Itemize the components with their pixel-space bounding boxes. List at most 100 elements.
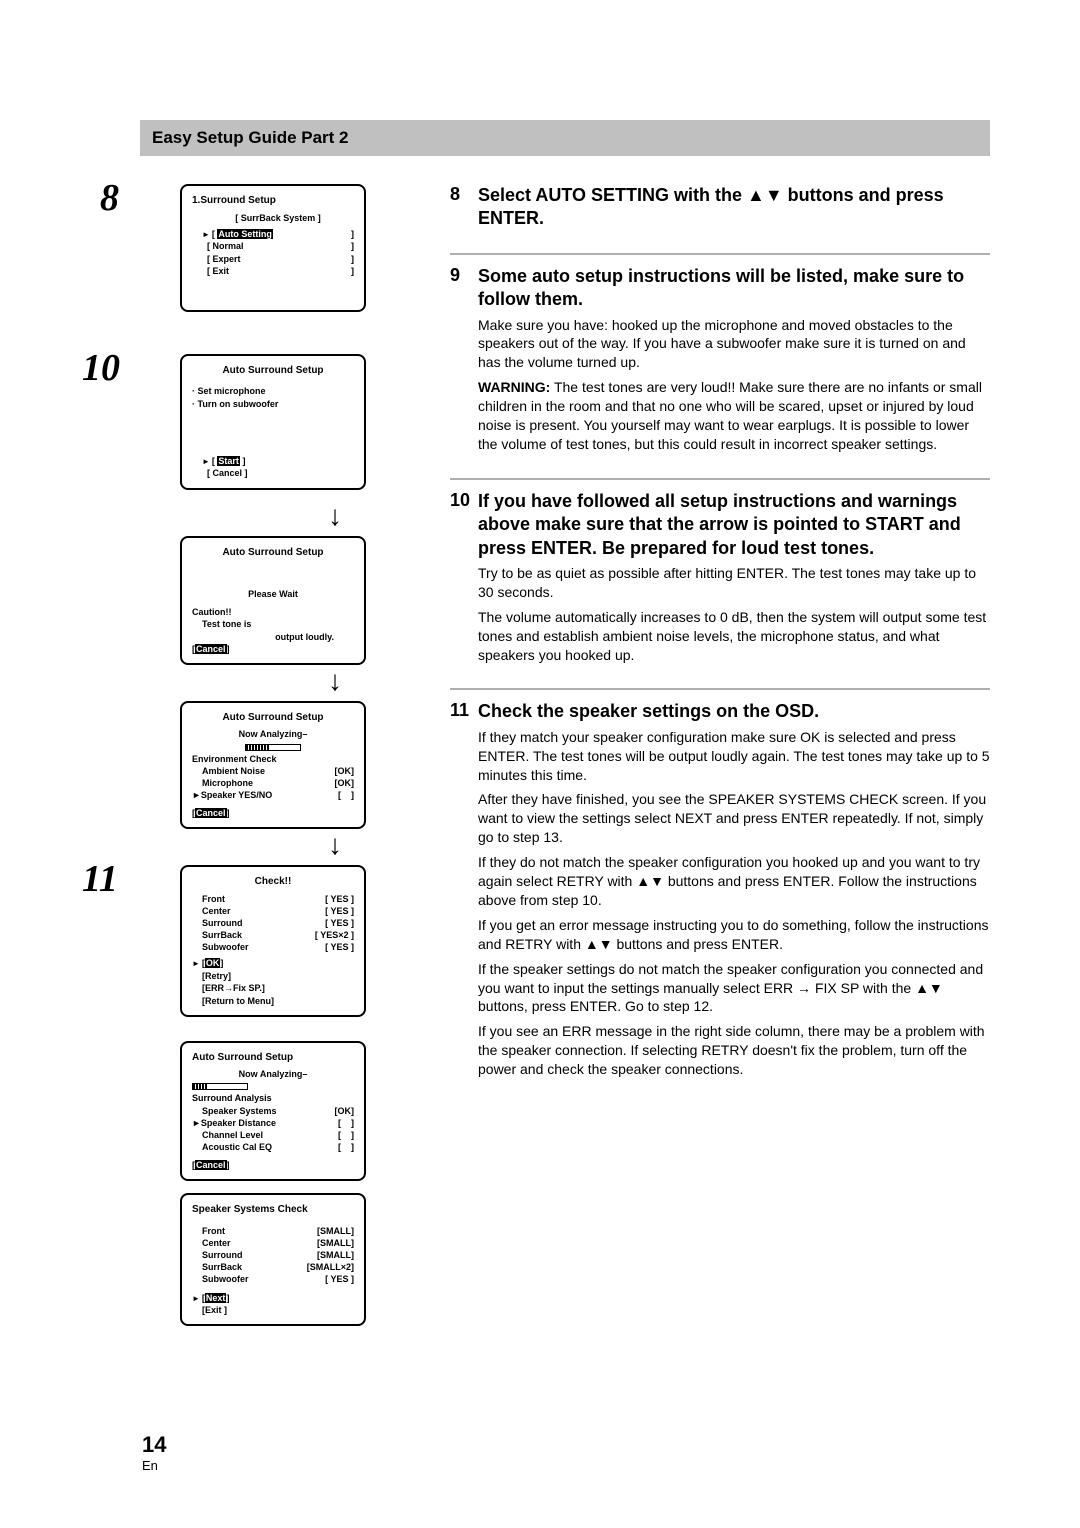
row-value: [ ] bbox=[338, 1117, 354, 1129]
step-title: Select AUTO SETTING with the ▲▼ buttons … bbox=[478, 184, 990, 231]
step-number: 8 bbox=[450, 184, 478, 235]
step-11: 11 Check the speaker settings on the OSD… bbox=[450, 700, 990, 1085]
caution-label: Caution!! bbox=[192, 606, 354, 618]
osd-auto-setup-2: Auto Surround Setup Please Wait Caution!… bbox=[180, 536, 366, 665]
retry-option[interactable]: [Retry] bbox=[192, 970, 354, 982]
row-label: SurrBack bbox=[202, 1261, 242, 1273]
menu-expert[interactable]: Expert bbox=[213, 254, 241, 264]
step-10-number: 10 bbox=[82, 346, 120, 390]
row-value: [OK] bbox=[335, 765, 355, 777]
step-11-number: 11 bbox=[82, 857, 118, 901]
start-button[interactable]: Start bbox=[217, 456, 240, 466]
row-label: Microphone bbox=[202, 777, 253, 789]
osd-auto-setup-1: Auto Surround Setup · Set microphone · T… bbox=[180, 354, 366, 490]
osd-title: Auto Surround Setup bbox=[192, 1051, 354, 1065]
now-analyzing: Now Analyzing bbox=[239, 1069, 303, 1079]
cancel-button[interactable]: Cancel bbox=[195, 644, 227, 654]
row-value: [SMALL] bbox=[317, 1225, 354, 1237]
row-label: Ambient Noise bbox=[202, 765, 265, 777]
row-value: [ YES ] bbox=[325, 1273, 354, 1285]
step-paragraph: Try to be as quiet as possible after hit… bbox=[478, 564, 990, 602]
env-check-label: Environment Check bbox=[192, 753, 354, 765]
step-8: 8 Select AUTO SETTING with the ▲▼ button… bbox=[450, 184, 990, 235]
step-paragraph: The volume automatically increases to 0 … bbox=[478, 608, 990, 665]
row-value: [ ] bbox=[338, 1129, 354, 1141]
row-value: [ ] bbox=[338, 1141, 354, 1153]
row-label: Speaker Systems bbox=[202, 1105, 277, 1117]
row-value: [ ] bbox=[338, 789, 354, 801]
row-value: [ YES ] bbox=[325, 941, 354, 953]
page-number: 14 bbox=[142, 1432, 166, 1458]
step-paragraph: If they match your speaker configuration… bbox=[478, 728, 990, 785]
osd-title: 1.Surround Setup bbox=[192, 194, 354, 208]
row-label: Surround bbox=[202, 917, 243, 929]
osd-check: Check!! Front [ YES ] Center [ YES ] Surro… bbox=[180, 865, 366, 1016]
instructions-column: 8 Select AUTO SETTING with the ▲▼ button… bbox=[450, 184, 990, 1326]
row-label: Subwoofer bbox=[202, 941, 249, 953]
row-label: Subwoofer bbox=[202, 1273, 249, 1285]
row-value: [OK] bbox=[335, 777, 355, 789]
row-label: Acoustic Cal EQ bbox=[202, 1141, 272, 1153]
row-value: [SMALL] bbox=[317, 1249, 354, 1261]
osd-line: · Set microphone bbox=[192, 385, 354, 397]
err-fix-option[interactable]: [ERR→Fix SP.] bbox=[192, 982, 354, 994]
step-10: 10 If you have followed all setup instru… bbox=[450, 490, 990, 671]
step-paragraph: After they have finished, you see the SP… bbox=[478, 790, 990, 847]
page-number-block: 14 En bbox=[142, 1432, 166, 1473]
progress-bar bbox=[192, 1083, 248, 1090]
row-label: ►Speaker Distance bbox=[192, 1117, 276, 1129]
step-title: If you have followed all setup instructi… bbox=[478, 490, 990, 560]
cancel-button[interactable]: Cancel bbox=[213, 468, 243, 478]
osd-screens-column: 8 1.Surround Setup [ SurrBack System ] [… bbox=[140, 184, 415, 1326]
osd-line: output loudly. bbox=[192, 631, 354, 643]
cancel-button[interactable]: Cancel bbox=[195, 808, 227, 818]
cancel-button[interactable]: Cancel bbox=[195, 1160, 227, 1170]
osd-subtitle: [ SurrBack System ] bbox=[192, 212, 354, 224]
osd-title: Auto Surround Setup bbox=[192, 711, 354, 725]
step-paragraph: WARNING: The test tones are very loud!! … bbox=[478, 378, 990, 454]
section-divider bbox=[450, 478, 990, 480]
step8-osd-group: 8 1.Surround Setup [ SurrBack System ] [… bbox=[140, 184, 415, 312]
step-paragraph: If you see an ERR message in the right s… bbox=[478, 1022, 990, 1079]
row-value: [ YES ] bbox=[325, 917, 354, 929]
menu-normal[interactable]: Normal bbox=[213, 241, 244, 251]
page-lang: En bbox=[142, 1458, 166, 1473]
exit-option[interactable]: [Exit ] bbox=[192, 1304, 354, 1316]
step-paragraph: Make sure you have: hooked up the microp… bbox=[478, 316, 990, 373]
osd-title: Auto Surround Setup bbox=[192, 364, 354, 378]
row-value: [SMALL] bbox=[317, 1237, 354, 1249]
row-label: Center bbox=[202, 905, 231, 917]
step10-osd-group: 10 Auto Surround Setup · Set microphone … bbox=[140, 354, 415, 490]
menu-auto-setting[interactable]: Auto Setting bbox=[217, 229, 273, 239]
osd-line: Test tone is bbox=[192, 618, 354, 630]
osd-title: Check!! bbox=[192, 875, 354, 889]
section-divider bbox=[450, 253, 990, 255]
return-menu-option[interactable]: [Return to Menu] bbox=[192, 995, 354, 1007]
step-title: Some auto setup instructions will be lis… bbox=[478, 265, 990, 312]
menu-exit[interactable]: Exit bbox=[213, 266, 230, 276]
row-value: [ YES ] bbox=[325, 893, 354, 905]
row-label: Channel Level bbox=[202, 1129, 263, 1141]
row-label: SurrBack bbox=[202, 929, 242, 941]
row-label: ►Speaker YES/NO bbox=[192, 789, 272, 801]
step-paragraph: If you get an error message instructing … bbox=[478, 916, 990, 954]
step-9: 9 Some auto setup instructions will be l… bbox=[450, 265, 990, 460]
ok-button[interactable]: OK bbox=[205, 958, 221, 968]
section-header: Easy Setup Guide Part 2 bbox=[140, 120, 990, 156]
row-label: Front bbox=[202, 893, 225, 905]
step-title: Check the speaker settings on the OSD. bbox=[478, 700, 990, 723]
down-arrow-icon: ↓ bbox=[255, 667, 415, 695]
osd-surround-setup: 1.Surround Setup [ SurrBack System ] [ A… bbox=[180, 184, 366, 312]
osd-line: · Turn on subwoofer bbox=[192, 398, 354, 410]
down-arrow-icon: ↓ bbox=[255, 502, 415, 530]
next-button[interactable]: Next bbox=[205, 1293, 227, 1303]
row-label: Surround bbox=[202, 1249, 243, 1261]
step-number: 10 bbox=[450, 490, 478, 671]
step-paragraph: If the speaker settings do not match the… bbox=[478, 960, 990, 1017]
osd-surround-analysis: Auto Surround Setup Now Analyzing– Surro… bbox=[180, 1041, 366, 1182]
step-number: 9 bbox=[450, 265, 478, 460]
osd-title: Auto Surround Setup bbox=[192, 546, 354, 560]
row-value: [OK] bbox=[335, 1105, 355, 1117]
section-divider bbox=[450, 688, 990, 690]
step-paragraph: If they do not match the speaker configu… bbox=[478, 853, 990, 910]
